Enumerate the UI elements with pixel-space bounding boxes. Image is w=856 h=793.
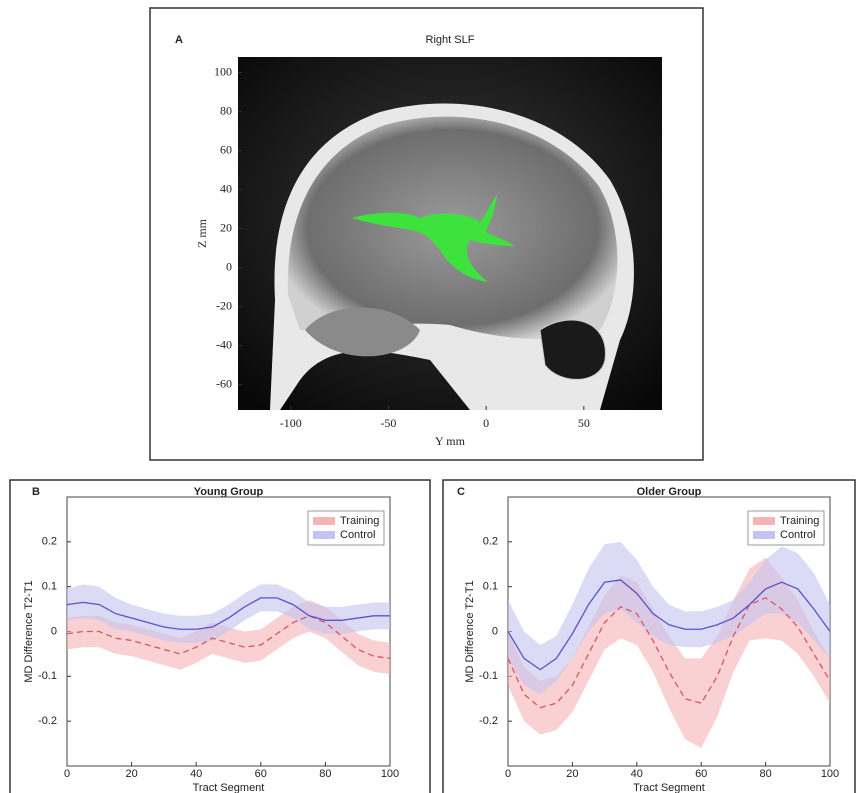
x-axis-label: Y mm — [435, 434, 466, 448]
panel-label: A — [175, 34, 183, 46]
legend-label: Training — [340, 515, 379, 527]
x-tick-label: 50 — [578, 416, 590, 430]
y-axis-label: MD Difference T2-T1 — [464, 580, 476, 682]
panel-label: B — [32, 486, 40, 498]
x-tick-label: 80 — [759, 768, 771, 780]
orbit — [540, 320, 605, 379]
x-axis-label: Tract Segment — [193, 782, 265, 793]
y-tick-label: -0.2 — [479, 715, 498, 727]
y-tick-label: 20 — [220, 220, 232, 234]
legend-swatch — [313, 531, 335, 539]
x-tick-label: 80 — [319, 768, 331, 780]
legend-label: Control — [340, 529, 375, 541]
x-tick-label: 100 — [381, 768, 399, 780]
y-tick-label: 60 — [220, 142, 232, 156]
x-axis-label: Tract Segment — [633, 782, 705, 793]
y-tick-label: 0.1 — [42, 581, 57, 593]
y-axis-label: MD Difference T2-T1 — [23, 580, 35, 682]
y-tick-label: -0.2 — [38, 715, 57, 727]
y-tick-label: -40 — [216, 337, 232, 351]
x-tick-label: 0 — [64, 768, 70, 780]
x-tick-label: 20 — [125, 768, 137, 780]
x-tick-label: 20 — [566, 768, 578, 780]
y-tick-label: 100 — [214, 64, 232, 78]
y-tick-label: -60 — [216, 376, 232, 390]
page: {"chart_data": [ {"type": "image", "pane… — [0, 0, 856, 793]
mri-image — [238, 57, 662, 410]
y-axis-label: Z mm — [195, 218, 209, 248]
y-tick-label: -0.1 — [38, 670, 57, 682]
x-tick-label: 0 — [505, 768, 511, 780]
chart-title: Young Group — [194, 486, 264, 498]
x-tick-label: 40 — [190, 768, 202, 780]
y-tick-label: 40 — [220, 181, 232, 195]
x-tick-label: 60 — [255, 768, 267, 780]
y-tick-label: 0.2 — [483, 536, 498, 548]
y-tick-label: 0 — [51, 625, 57, 637]
legend-swatch — [313, 517, 335, 525]
x-tick-label: 40 — [631, 768, 643, 780]
chart-title: Older Group — [637, 486, 702, 498]
y-tick-label: 0.1 — [483, 581, 498, 593]
y-tick-label: 0 — [226, 259, 232, 273]
legend-swatch — [753, 517, 775, 525]
chart-title: Right SLF — [426, 34, 475, 46]
figure: A Right SLF -100 -50 0 50 100 80 60 40 20 0 -20 -40 -6… — [0, 0, 856, 793]
y-tick-label: -20 — [216, 298, 232, 312]
y-tick-label: 80 — [220, 103, 232, 117]
legend-label: Control — [780, 529, 815, 541]
x-tick-label: 0 — [483, 416, 489, 430]
y-tick-label: -0.1 — [479, 670, 498, 682]
x-tick-label: 100 — [821, 768, 839, 780]
x-tick-label: 60 — [695, 768, 707, 780]
y-tick-label: 0.2 — [42, 536, 57, 548]
panel-label: C — [457, 486, 465, 498]
y-tick-label: 0 — [492, 625, 498, 637]
x-tick-label: -100 — [280, 416, 302, 430]
legend-swatch — [753, 531, 775, 539]
x-tick-label: -50 — [380, 416, 396, 430]
legend-label: Training — [780, 515, 819, 527]
